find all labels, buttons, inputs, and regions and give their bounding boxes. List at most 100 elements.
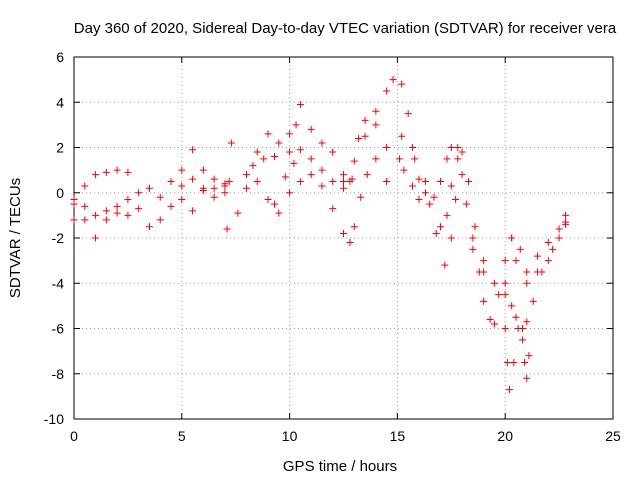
data-point (92, 234, 100, 242)
data-point (167, 202, 175, 210)
data-point (508, 234, 516, 242)
data-point (421, 177, 429, 185)
data-point (113, 166, 121, 174)
data-point (102, 216, 110, 224)
series-track-5 (223, 139, 235, 233)
series-track-14 (398, 132, 570, 328)
data-point (510, 358, 518, 366)
data-point (404, 110, 412, 118)
x-tick-label: 15 (390, 428, 406, 444)
data-point (361, 132, 369, 140)
data-point (210, 193, 218, 201)
data-point (562, 220, 570, 228)
data-point (296, 177, 304, 185)
data-point (223, 225, 231, 233)
data-point (529, 297, 537, 305)
data-point (102, 207, 110, 215)
data-point (221, 182, 229, 190)
data-point (81, 182, 89, 190)
series-track-12 (340, 76, 397, 185)
data-point (490, 320, 498, 328)
data-point (383, 87, 391, 95)
data-point (506, 386, 514, 394)
data-point (452, 196, 460, 204)
data-point (227, 139, 235, 147)
data-point (534, 252, 542, 260)
x-tick-label: 20 (497, 428, 513, 444)
data-point (242, 171, 250, 179)
data-point (512, 257, 520, 265)
y-tick-label: -4 (52, 275, 65, 291)
series-track-7 (242, 121, 300, 179)
axes: 0 5 10 15 20 25 -10 -8 -6 -4 -2 0 2 4 6 (44, 49, 621, 444)
data-point (318, 166, 326, 174)
y-axis-label: SDTVAR / TECUs (7, 178, 24, 298)
data-point (156, 216, 164, 224)
data-point (350, 157, 358, 165)
data-point (275, 209, 283, 217)
data-point (329, 177, 337, 185)
data-point (307, 171, 315, 179)
data-point (469, 245, 477, 253)
data-point (518, 336, 526, 344)
data-point (544, 239, 552, 247)
data-point (501, 279, 509, 287)
data-point (135, 205, 143, 213)
data-point (167, 177, 175, 185)
data-point (523, 374, 531, 382)
y-tick-label: 2 (56, 140, 64, 156)
data-point (516, 245, 524, 253)
data-point (415, 175, 423, 183)
data-point (501, 325, 509, 332)
series-track-13 (396, 80, 570, 323)
data-point (398, 132, 406, 140)
data-point (486, 315, 494, 323)
data-point (538, 268, 546, 276)
series-track-15 (400, 144, 570, 332)
data-point (286, 130, 294, 138)
data-point (555, 234, 563, 242)
y-tick-label: 6 (56, 49, 64, 65)
data-point (81, 202, 89, 210)
x-tick-label: 0 (70, 428, 78, 444)
data-point (495, 291, 503, 299)
data-point (357, 193, 365, 201)
data-point (264, 130, 272, 138)
data-point (275, 139, 283, 147)
series-track-1 (70, 166, 132, 208)
chart-title: Day 360 of 2020, Sidereal Day-to-day VTE… (74, 20, 617, 37)
series-track-2 (70, 146, 229, 224)
data-point (411, 155, 419, 163)
data-point (307, 155, 315, 163)
data-point (271, 200, 279, 208)
data-point (372, 107, 380, 115)
y-tick-label: 0 (56, 185, 64, 201)
data-point (225, 177, 233, 185)
series-track-11 (346, 116, 391, 185)
data-point (458, 171, 466, 179)
data-point (145, 184, 153, 192)
data-point (480, 257, 488, 265)
data-point (70, 216, 78, 224)
data-point (340, 184, 347, 192)
data-point (469, 234, 477, 242)
y-tick-label: -2 (52, 230, 65, 246)
data-point (447, 144, 455, 151)
data-points (70, 76, 570, 394)
series-track-16 (501, 325, 533, 394)
x-tick-label: 25 (605, 428, 621, 444)
data-point (443, 211, 451, 219)
data-point (544, 257, 552, 265)
data-point (521, 358, 529, 366)
data-point (475, 268, 483, 276)
data-point (249, 162, 257, 170)
data-point (135, 189, 143, 197)
data-point (189, 207, 197, 215)
data-point (383, 177, 391, 185)
data-point (271, 153, 279, 161)
x-axis-label: GPS time / hours (283, 458, 397, 475)
data-point (189, 146, 197, 154)
data-point (562, 211, 570, 219)
data-point (389, 76, 397, 84)
data-point (81, 216, 89, 224)
